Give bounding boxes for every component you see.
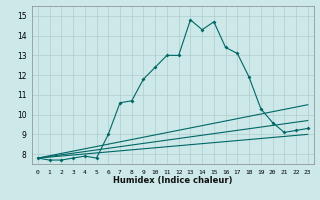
X-axis label: Humidex (Indice chaleur): Humidex (Indice chaleur) — [113, 176, 233, 185]
